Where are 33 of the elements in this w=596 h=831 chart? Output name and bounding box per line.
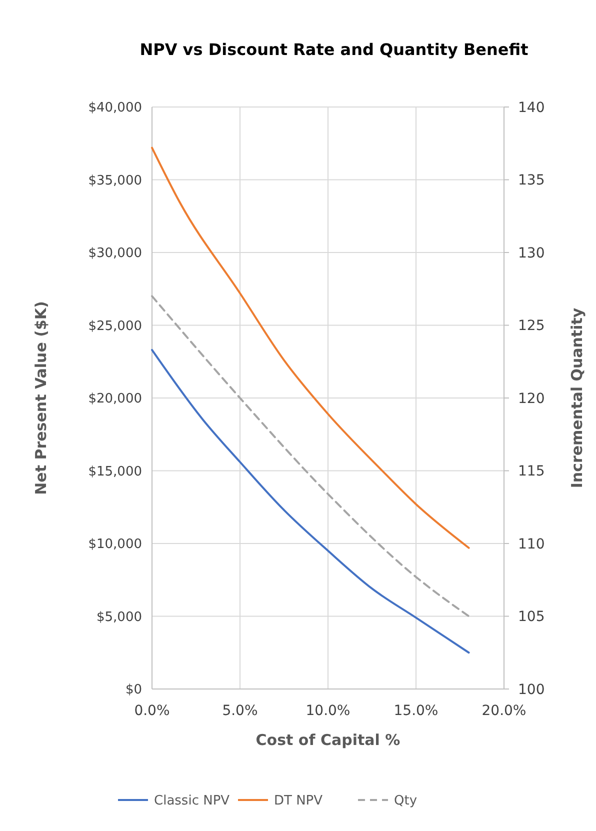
y2-tick-label: 120 [518,390,545,407]
x-tick-label: 20.0% [482,703,526,719]
y-tick-label: $35,000 [88,173,142,188]
legend-label: Classic NPV [154,794,230,809]
y2-tick-label: 140 [518,100,545,116]
y2-tick-label: 135 [518,172,545,189]
x-tick-label: 10.0% [306,703,350,719]
x-axis-title: Cost of Capital % [256,731,400,749]
line-series [151,146,470,549]
x-tick-label: 15.0% [394,703,438,719]
y-axis-title: Net Present Value ($K) [32,301,50,495]
legend-label: Qty [394,794,418,809]
y2-tick-label: 125 [518,318,545,334]
y2-tick-label: 110 [518,536,545,552]
y-tick-label: $30,000 [88,246,142,262]
y-tick-label: $40,000 [88,100,142,116]
y2-tick-label: 105 [518,609,545,626]
y-tick-label: $5,000 [96,610,142,625]
line-series [151,295,470,618]
y2-tick-label: 100 [518,682,545,698]
y2-tick-label: 130 [518,245,545,262]
y-tick-label: $0 [125,682,142,698]
y-tick-label: $20,000 [88,392,142,407]
y2-axis-title: Incremental Quantity [568,308,586,488]
chart-title: NPV vs Discount Rate and Quantity Benefit [140,40,529,59]
y-tick-label: $10,000 [88,537,142,552]
y-tick-label: $15,000 [88,464,142,480]
x-tick-label: 5.0% [222,703,258,719]
y-tick-label: $25,000 [88,318,142,334]
legend-label: DT NPV [274,794,323,809]
x-tick-label: 0.0% [134,703,170,719]
line-series [151,348,470,654]
y2-tick-label: 115 [518,464,545,480]
